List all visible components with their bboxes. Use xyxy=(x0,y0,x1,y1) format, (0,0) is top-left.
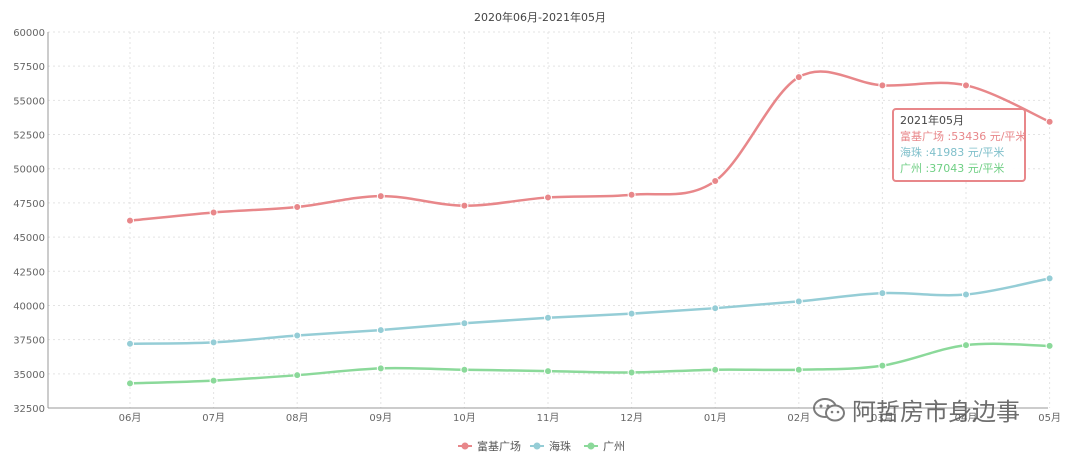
data-point[interactable] xyxy=(794,365,803,374)
data-point[interactable] xyxy=(1045,117,1054,126)
data-point[interactable] xyxy=(711,365,720,374)
data-point[interactable] xyxy=(293,371,302,380)
legend-item-0[interactable]: 富基广场 xyxy=(458,439,521,453)
x-tick-label: 04月 xyxy=(955,412,978,424)
data-point[interactable] xyxy=(376,364,385,373)
x-tick-label: 07月 xyxy=(202,412,225,424)
series-line-0 xyxy=(129,70,1051,222)
x-tick-label: 09月 xyxy=(369,412,392,424)
y-tick-label: 45000 xyxy=(13,233,45,244)
data-point[interactable] xyxy=(627,190,636,199)
x-tick-label: 10月 xyxy=(453,412,476,424)
data-point[interactable] xyxy=(293,203,302,212)
data-point[interactable] xyxy=(794,73,803,82)
y-tick-label: 37500 xyxy=(13,336,45,347)
data-point[interactable] xyxy=(962,290,970,299)
data-point[interactable] xyxy=(460,201,469,210)
axes: 32500 35000 37500 40000 42500 45000 47500 50000… xyxy=(13,28,1061,424)
data-point[interactable] xyxy=(878,289,887,298)
data-point[interactable] xyxy=(544,313,552,322)
y-tick-label: 47500 xyxy=(13,199,45,210)
data-point[interactable] xyxy=(126,339,134,348)
watermark-text: 阿哲房市身边事 xyxy=(852,398,1020,426)
data-point[interactable] xyxy=(460,319,469,328)
x-tick-label: 05月 xyxy=(1038,412,1061,424)
wechat-icon xyxy=(813,397,845,421)
data-point[interactable] xyxy=(627,368,636,377)
x-tick-label: 08月 xyxy=(286,412,309,424)
x-tick-label: 12月 xyxy=(620,412,643,424)
y-tick-label: 35000 xyxy=(13,370,45,381)
y-tick-label: 60000 xyxy=(13,28,45,39)
x-tick-label: 11月 xyxy=(537,412,560,424)
x-tick-label: 06月 xyxy=(119,412,142,424)
data-point[interactable] xyxy=(627,309,636,318)
legend-swatch-dot xyxy=(587,442,595,450)
data-point[interactable] xyxy=(962,81,970,90)
data-point[interactable] xyxy=(1045,341,1054,350)
chart-title: 2020年06月-2021年05月 xyxy=(474,10,606,24)
tooltip-row-haizhu: 海珠 :41983 元/平米 xyxy=(900,146,1005,159)
data-point[interactable] xyxy=(962,341,970,350)
y-tick-label: 57500 xyxy=(13,62,45,73)
watermark: 阿哲房市身边事 xyxy=(812,392,1020,427)
legend-label: 海珠 xyxy=(549,439,571,453)
data-point[interactable] xyxy=(126,379,134,388)
legend-swatch-dot xyxy=(461,442,469,450)
x-tick-label: 03月 xyxy=(871,412,894,424)
data-point[interactable] xyxy=(794,297,803,306)
data-point[interactable] xyxy=(544,367,552,376)
data-point[interactable] xyxy=(711,304,720,313)
tooltip-title: 2021年05月 xyxy=(900,114,964,127)
tooltip-row-fuji: 富基广场 :53436 元/平米 xyxy=(900,130,1027,143)
tooltip-row-guangzhou: 广州 :37043 元/平米 xyxy=(900,162,1005,175)
x-tick-label: 01月 xyxy=(704,412,727,424)
series-layer xyxy=(126,70,1054,388)
data-point[interactable] xyxy=(376,192,385,201)
data-point[interactable] xyxy=(209,208,218,217)
y-tick-label: 52500 xyxy=(13,131,45,142)
legend-label: 广州 xyxy=(603,440,625,453)
legend-label: 富基广场 xyxy=(477,439,521,453)
y-tick-label: 32500 xyxy=(13,404,45,415)
legend-item-1[interactable]: 海珠 xyxy=(530,439,571,453)
series-line-2 xyxy=(129,342,1050,385)
data-point[interactable] xyxy=(209,338,218,347)
y-tick-label: 55000 xyxy=(13,96,45,107)
data-point[interactable] xyxy=(878,361,887,370)
data-point[interactable] xyxy=(293,331,302,340)
y-tick-label: 42500 xyxy=(13,267,45,278)
grid-lines xyxy=(48,31,1051,408)
data-point[interactable] xyxy=(711,177,720,186)
y-tick-label: 40000 xyxy=(13,301,45,312)
data-point[interactable] xyxy=(1045,274,1054,283)
legend-swatch-dot xyxy=(533,442,541,450)
data-point[interactable] xyxy=(460,365,469,374)
series-line-1 xyxy=(129,277,1050,345)
data-point[interactable] xyxy=(878,81,887,90)
y-tick-label: 50000 xyxy=(13,165,45,176)
data-point[interactable] xyxy=(209,376,218,385)
legend[interactable]: 富基广场 海珠 广州 xyxy=(458,439,625,453)
data-point[interactable] xyxy=(376,326,385,335)
x-tick-label: 02月 xyxy=(787,412,810,424)
data-point[interactable] xyxy=(544,193,552,202)
legend-item-2[interactable]: 广州 xyxy=(584,440,625,453)
data-point[interactable] xyxy=(126,216,134,225)
tooltip: 2021年05月 富基广场 :53436 元/平米 海珠 :41983 元/平米… xyxy=(892,108,1026,182)
